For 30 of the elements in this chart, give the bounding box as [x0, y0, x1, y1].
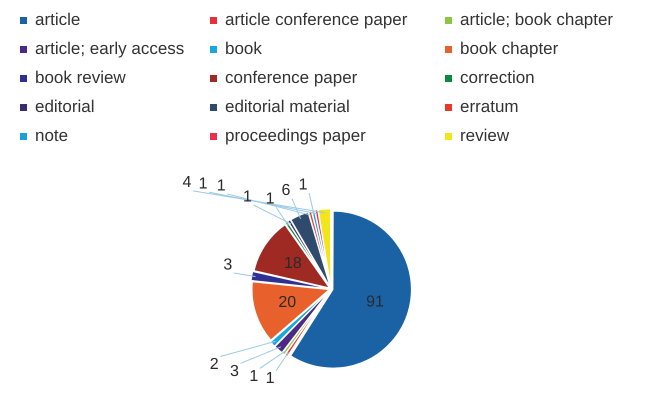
data-label: 4 — [182, 174, 192, 192]
data-label: 20 — [278, 294, 296, 312]
data-label: 1 — [298, 176, 308, 194]
data-label: 1 — [198, 176, 208, 193]
data-label: 1 — [216, 177, 226, 194]
legend-label: book — [225, 39, 262, 59]
data-label: 2 — [210, 356, 219, 373]
legend-label: proceedings paper — [225, 126, 366, 146]
legend-label: correction — [460, 68, 535, 88]
data-label: 3 — [223, 256, 232, 274]
legend-label: erratum — [460, 97, 519, 117]
data-label: 1 — [242, 188, 252, 206]
legend-label: article; book chapter — [460, 10, 614, 30]
legend-label: book chapter — [460, 39, 558, 59]
legend-label: editorial — [35, 97, 95, 117]
legend-label: editorial material — [225, 97, 350, 117]
data-label: 91 — [366, 293, 384, 310]
legend-label: conference paper — [225, 68, 358, 88]
data-label: 3 — [230, 362, 240, 380]
legend-label: review — [460, 126, 510, 146]
legend-label: article — [35, 10, 80, 30]
data-label: 1 — [266, 190, 275, 208]
data-label: 18 — [284, 254, 302, 272]
data-label: 6 — [281, 182, 290, 199]
legend-label: note — [35, 126, 68, 146]
legend-label: article conference paper — [225, 10, 408, 30]
legend-label: book review — [35, 68, 126, 88]
data-label: 1 — [249, 368, 258, 385]
legend-label: article; early access — [35, 39, 184, 59]
data-label: 1 — [266, 370, 275, 388]
